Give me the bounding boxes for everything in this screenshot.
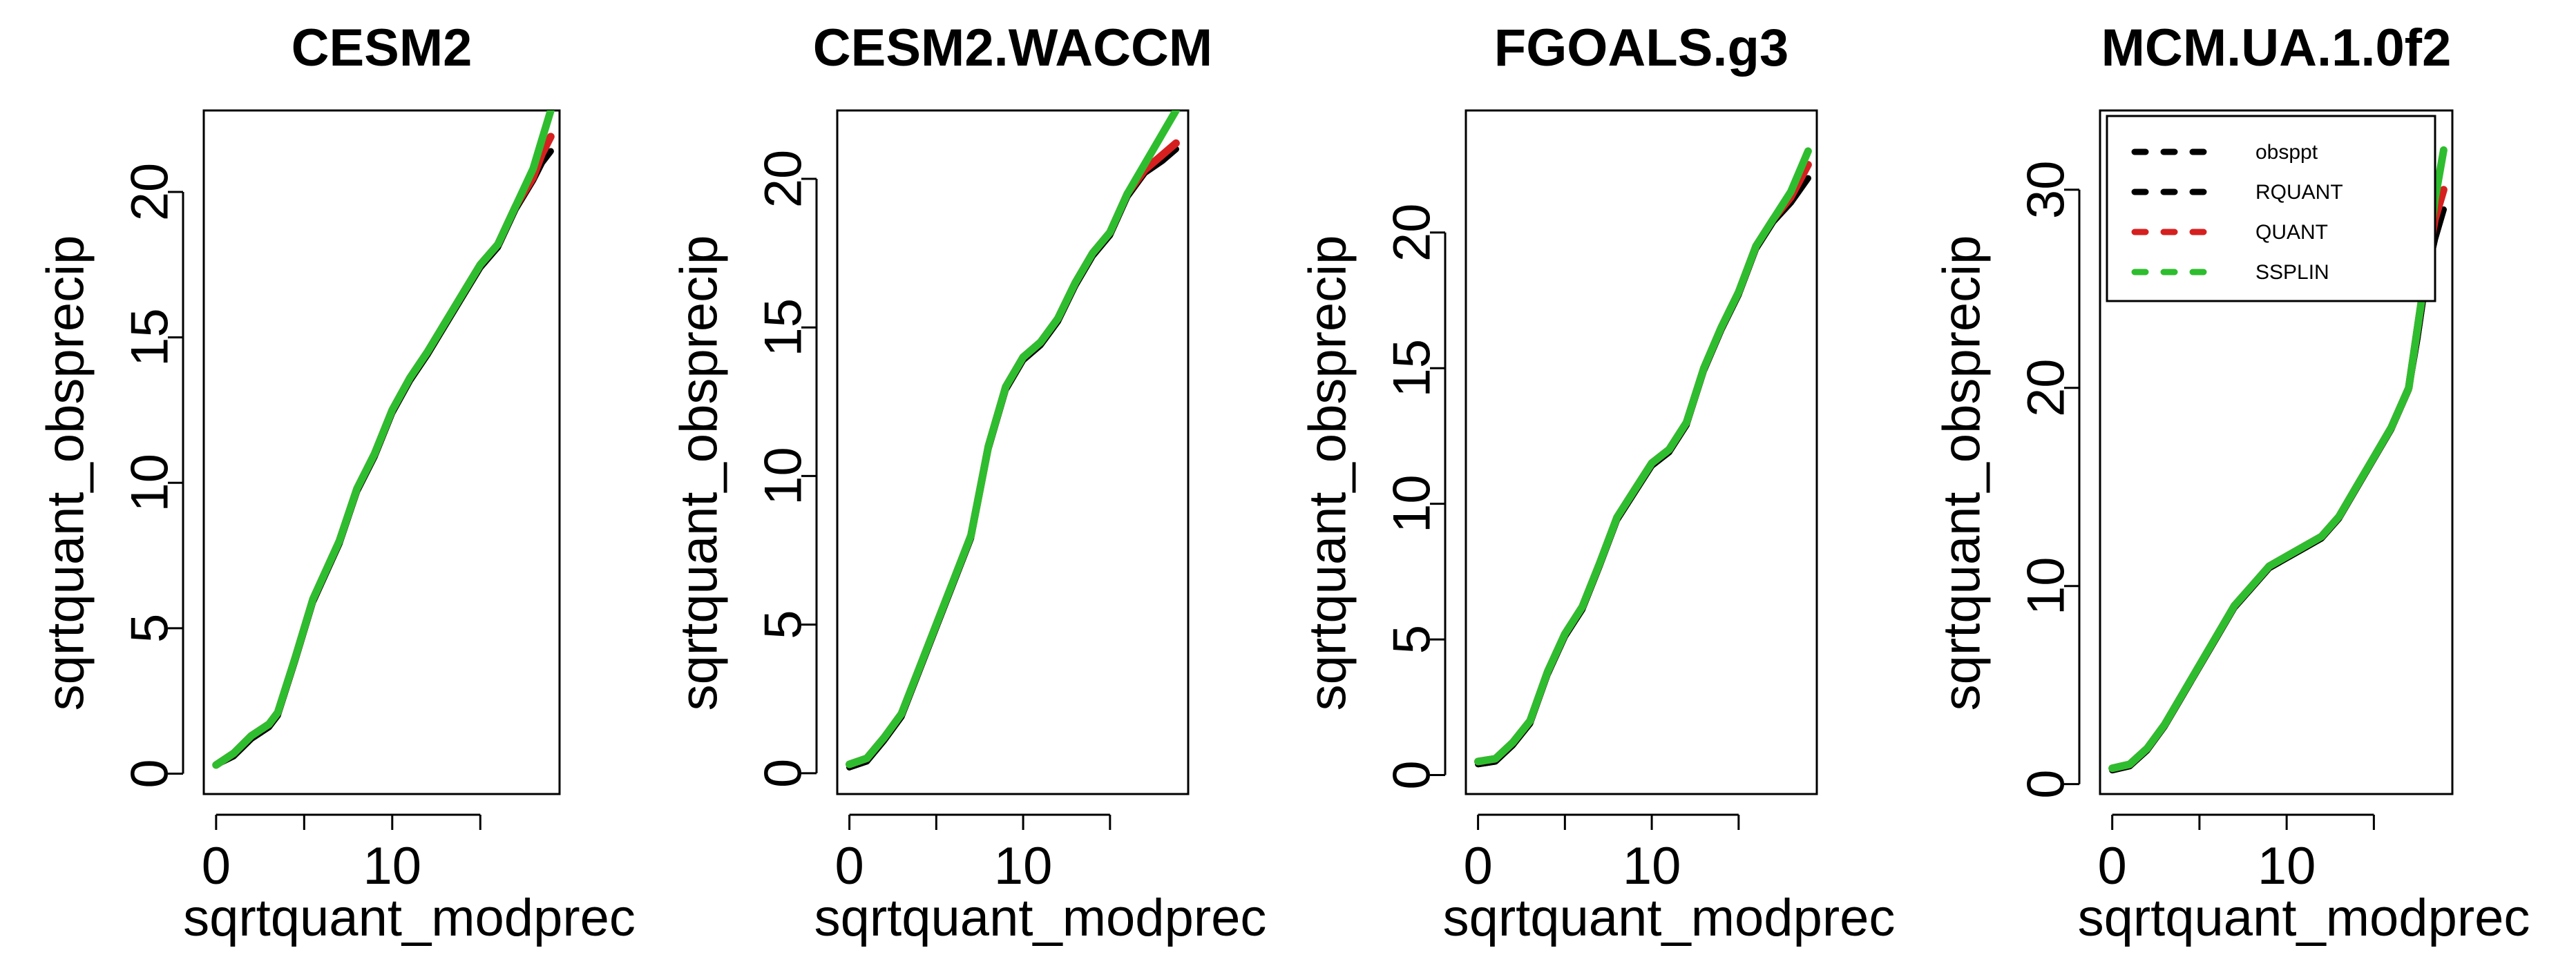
- series-line-rquant: [846, 146, 1179, 771]
- plot-frame: [2099, 109, 2454, 795]
- y-tick-label: 20: [2017, 358, 2076, 417]
- x-tick-label: 10: [2258, 837, 2316, 896]
- y-tick-label: 10: [2017, 557, 2076, 615]
- x-tick-label: 10: [1623, 837, 1681, 896]
- panel-title: CESM2: [292, 19, 473, 77]
- y-axis-label: sqrtquant_obsprecip: [37, 235, 95, 711]
- legend-label: RQUANT: [2255, 181, 2343, 204]
- y-tick-label: 20: [754, 150, 813, 209]
- y-tick-label: 15: [754, 298, 813, 357]
- plot-frame: [202, 109, 561, 795]
- legend-label: QUANT: [2255, 221, 2328, 244]
- y-tick-label: 5: [754, 610, 813, 639]
- y-tick-label: 0: [121, 759, 180, 788]
- plot-frame: [836, 109, 1190, 795]
- y-tick-label: 0: [2017, 770, 2076, 799]
- y-axis-label: sqrtquant_obsprecip: [1933, 235, 1992, 711]
- x-tick-label: 0: [834, 837, 864, 896]
- series-line-ssplin: [1474, 147, 1812, 766]
- legend-label: obsppt: [2255, 141, 2318, 164]
- y-tick-label: 30: [2017, 161, 2076, 220]
- y-tick-label: 20: [121, 163, 180, 222]
- y-tick-label: 15: [1383, 339, 1442, 398]
- y-axis-label: sqrtquant_obsprecip: [1299, 235, 1357, 711]
- y-tick-label: 0: [1383, 760, 1442, 789]
- y-tick-label: 0: [754, 759, 813, 788]
- series-line-ssplin: [212, 110, 555, 769]
- series-line-quant: [846, 139, 1180, 768]
- x-tick-label: 10: [994, 837, 1053, 896]
- y-tick-label: 10: [754, 447, 813, 505]
- y-tick-label: 20: [1383, 204, 1442, 262]
- y-tick-label: 10: [1383, 474, 1442, 533]
- panel-title: MCM.UA.1.0f2: [2101, 19, 2452, 77]
- series-line-quant: [1474, 161, 1812, 766]
- series-line-ssplin: [846, 110, 1180, 768]
- x-tick-label: 10: [363, 837, 422, 896]
- x-tick-label: 0: [202, 837, 231, 896]
- y-tick-label: 5: [1383, 625, 1442, 654]
- y-tick-label: 10: [121, 454, 180, 512]
- legend-label: SSPLIN: [2255, 261, 2329, 284]
- panel-3: FGOALS.g30 10sqrtquant_modprec05101520sqr…: [1299, 19, 1896, 947]
- y-tick-label: 5: [121, 614, 180, 643]
- panel-title: CESM2.WACCM: [813, 19, 1212, 77]
- series-line-obsppt: [846, 146, 1179, 771]
- x-axis-label: sqrtquant_modprec: [183, 889, 636, 947]
- x-axis-label: sqrtquant_modprec: [2078, 889, 2530, 947]
- x-axis-label: sqrtquant_modprec: [814, 889, 1267, 947]
- x-axis-label: sqrtquant_modprec: [1443, 889, 1896, 947]
- plot-frame: [1464, 109, 1818, 795]
- y-axis-label: sqrtquant_obsprecip: [670, 235, 729, 711]
- panel-title: FGOALS.g3: [1494, 19, 1788, 77]
- legend: obsppt RQUANT QUANT SSPLIN: [2106, 115, 2436, 302]
- x-tick-label: 0: [1463, 837, 1492, 896]
- x-tick-label: 0: [2098, 837, 2127, 896]
- series-line-ssplin: [2108, 146, 2448, 773]
- y-tick-label: 15: [121, 308, 180, 367]
